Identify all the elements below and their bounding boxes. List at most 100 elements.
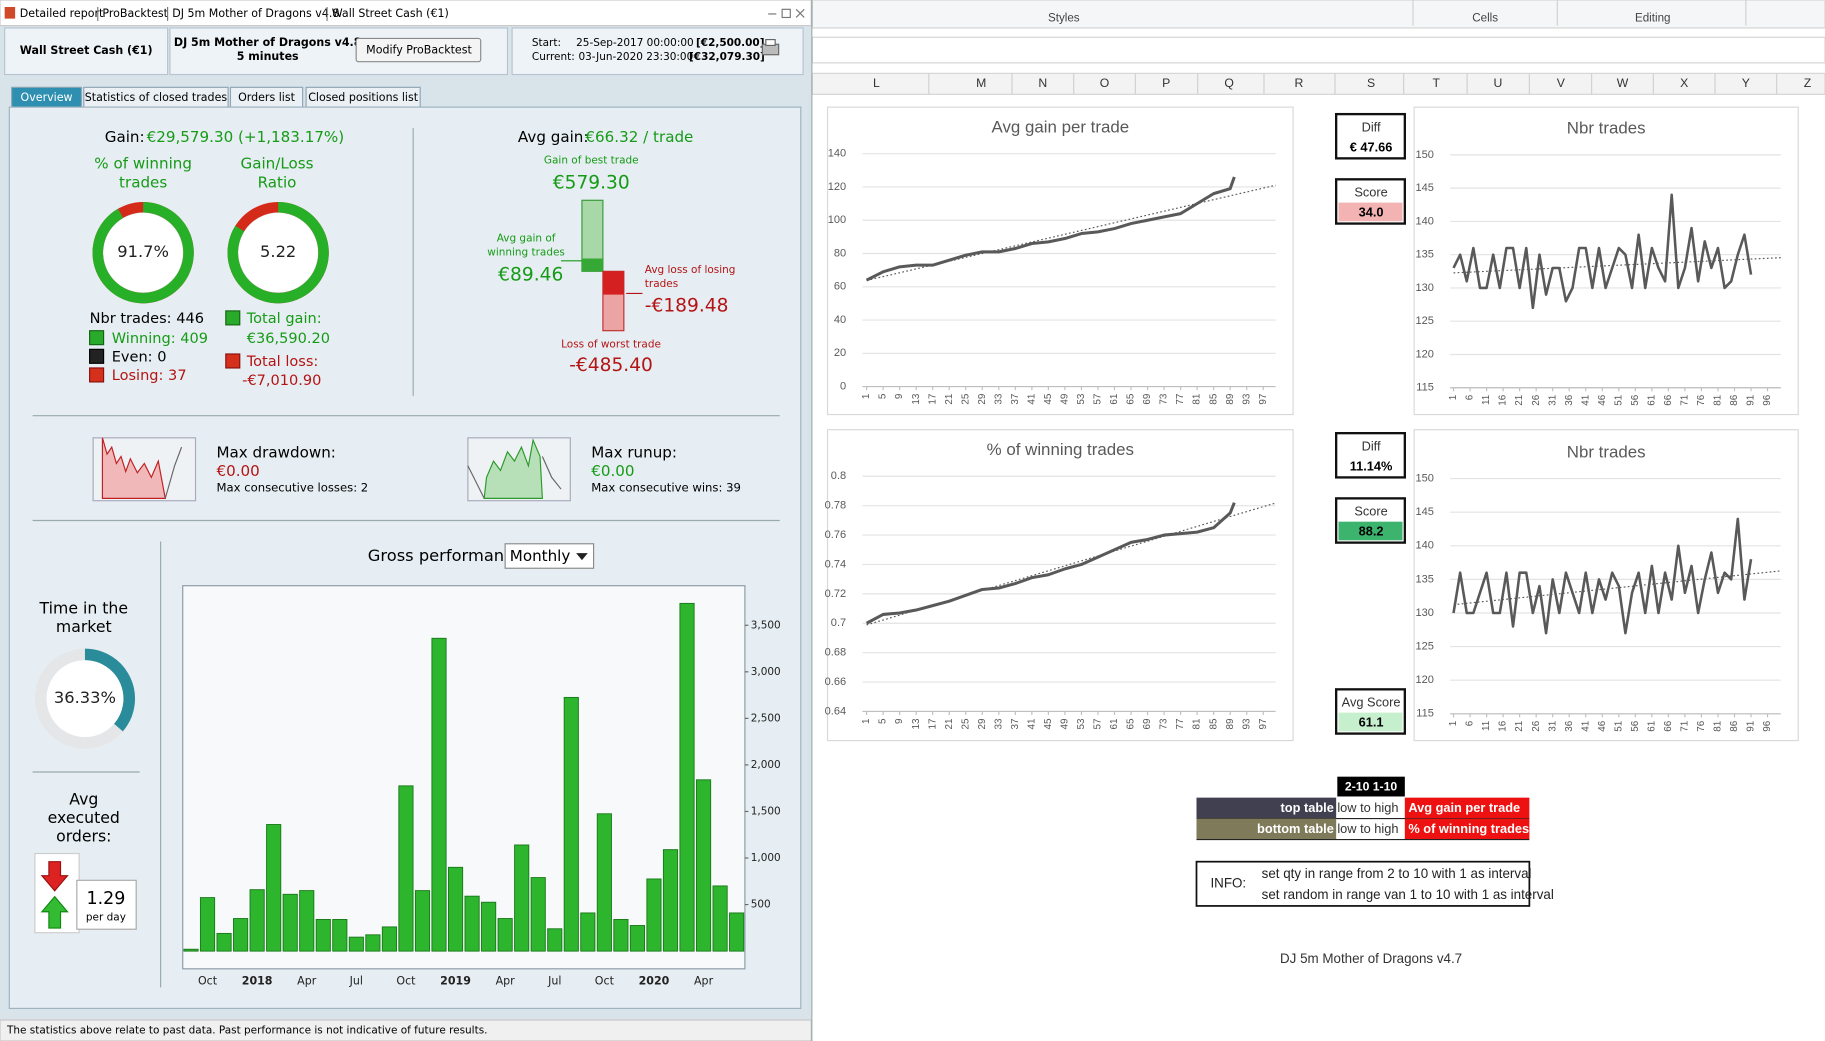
y-tick-label: 0.72 — [825, 588, 847, 600]
bar — [414, 890, 431, 952]
avg-gain: €66.32 / trade — [585, 128, 693, 146]
x-tick-label: 5 — [878, 718, 889, 724]
settings-cell — [1196, 818, 1337, 840]
column-header: X — [1680, 76, 1688, 90]
x-tick-label: 37 — [1010, 718, 1021, 729]
avg-orders-unit: per day — [86, 912, 126, 924]
x-tick-label: 26 — [1531, 720, 1542, 731]
score-label: Avg Score — [1342, 695, 1401, 710]
x-tick-label: 93 — [1241, 393, 1252, 404]
x-tick-label: Apr — [297, 975, 317, 988]
window-tab: ProBacktest — [102, 7, 168, 20]
time-in-market-title: Time in the — [39, 598, 128, 617]
x-tick-label: 26 — [1531, 394, 1542, 405]
x-tick-label: 6 — [1465, 720, 1476, 726]
x-tick-label: 1 — [861, 393, 872, 399]
x-tick-label: 17 — [927, 394, 938, 405]
y-tick-label: 120 — [1415, 348, 1433, 360]
x-tick-label: 57 — [1093, 394, 1104, 405]
x-tick-label: 53 — [1076, 718, 1087, 729]
y-tick-label: 3,000 — [751, 666, 781, 678]
x-tick-label: 85 — [1208, 393, 1219, 404]
score-value: 88.2 — [1359, 524, 1384, 539]
gain-box — [581, 258, 603, 272]
report-tab-label[interactable]: Statistics of closed trades — [85, 91, 228, 104]
window-tab: Wall Street Cash (€1) — [332, 7, 449, 20]
chart-box — [826, 106, 1294, 416]
x-tick-label: 81 — [1192, 718, 1203, 729]
y-tick-label: 140 — [1415, 215, 1433, 227]
win-rate-title: trades — [119, 173, 167, 191]
x-tick-label: 53 — [1076, 393, 1087, 404]
x-tick-label: 49 — [1060, 393, 1071, 404]
report-tab-label[interactable]: Overview — [21, 91, 73, 104]
column-header: U — [1494, 76, 1503, 90]
x-tick-label: 46 — [1597, 394, 1608, 405]
x-tick-label: Jul — [349, 975, 363, 988]
column-header: Q — [1224, 76, 1234, 90]
bar — [398, 785, 414, 952]
x-tick-label: 1 — [1448, 720, 1459, 726]
x-tick-label: 57 — [1093, 718, 1104, 729]
bar — [530, 877, 546, 952]
win-rate: 91.7% — [117, 242, 169, 261]
x-tick-label: 61 — [1646, 720, 1657, 731]
bar — [580, 912, 596, 952]
chart-title: % of winning trades — [987, 440, 1134, 459]
legend-swatch — [225, 353, 241, 369]
report-tab-label[interactable]: Orders list — [238, 91, 296, 104]
x-tick-label: 51 — [1613, 394, 1624, 405]
column-headers — [811, 72, 1825, 95]
x-tick-label: 5 — [878, 393, 889, 399]
y-tick-label: 115 — [1416, 708, 1434, 720]
modify-button-label[interactable]: Modify ProBacktest — [366, 44, 472, 57]
avg-loss: -€189.48 — [645, 296, 729, 317]
bar — [695, 779, 712, 952]
modify-button[interactable] — [355, 37, 482, 63]
total-gain-label: Total gain: — [246, 310, 322, 327]
x-tick-label: 16 — [1498, 720, 1509, 731]
score-label: Score — [1354, 185, 1387, 200]
y-tick-label: 0 — [840, 381, 846, 393]
max-runup-label: Max runup: — [591, 443, 677, 461]
runup-tail — [467, 465, 485, 499]
score-value: 34.0 — [1359, 204, 1384, 219]
column-header: M — [976, 76, 986, 90]
bar — [282, 893, 298, 952]
current-label: Current: — [532, 51, 575, 63]
x-tick-label: 36 — [1564, 720, 1575, 731]
x-tick-label: 41 — [1580, 394, 1591, 405]
bar — [514, 844, 530, 952]
chart-box — [1413, 429, 1799, 742]
x-tick-label: 45 — [1043, 718, 1054, 729]
line — [865, 502, 1236, 625]
y-tick-label: 130 — [1415, 607, 1433, 619]
period[interactable]: Monthly — [510, 547, 571, 565]
donut-arc — [227, 202, 329, 304]
chart-box — [1413, 106, 1799, 416]
y-tick-label: 2,500 — [751, 712, 781, 724]
x-tick-label: 16 — [1498, 394, 1509, 405]
x-tick-label: 81 — [1713, 394, 1724, 405]
start: 25-Sep-2017 00:00:00 — [576, 37, 694, 49]
win-rate-title: % of winning — [94, 155, 192, 173]
bar — [662, 849, 679, 952]
x-tick-label: 97 — [1258, 394, 1269, 405]
x-tick-label: 91 — [1746, 394, 1757, 405]
line — [1452, 517, 1753, 635]
x-tick-label: 2019 — [440, 975, 471, 988]
x-tick-label: 65 — [1126, 718, 1137, 729]
max-consecutive-losses: Max consecutive losses: 2 — [216, 480, 368, 494]
up-arrow — [40, 895, 69, 929]
report-tab-label[interactable]: Closed positions list — [308, 91, 419, 104]
x-tick-label: 81 — [1713, 720, 1724, 731]
x-tick-label: 21 — [1514, 720, 1525, 731]
ratio-title: Gain/Loss — [240, 155, 313, 173]
x-tick-label: 33 — [993, 718, 1004, 729]
x-tick-label: 13 — [911, 718, 922, 729]
line — [865, 176, 1236, 282]
total-loss-label: Total loss: — [246, 353, 319, 370]
ribbon-group: Styles — [1048, 12, 1080, 25]
y-tick-label: 40 — [834, 314, 846, 326]
chart-title: Nbr trades — [1567, 442, 1646, 461]
